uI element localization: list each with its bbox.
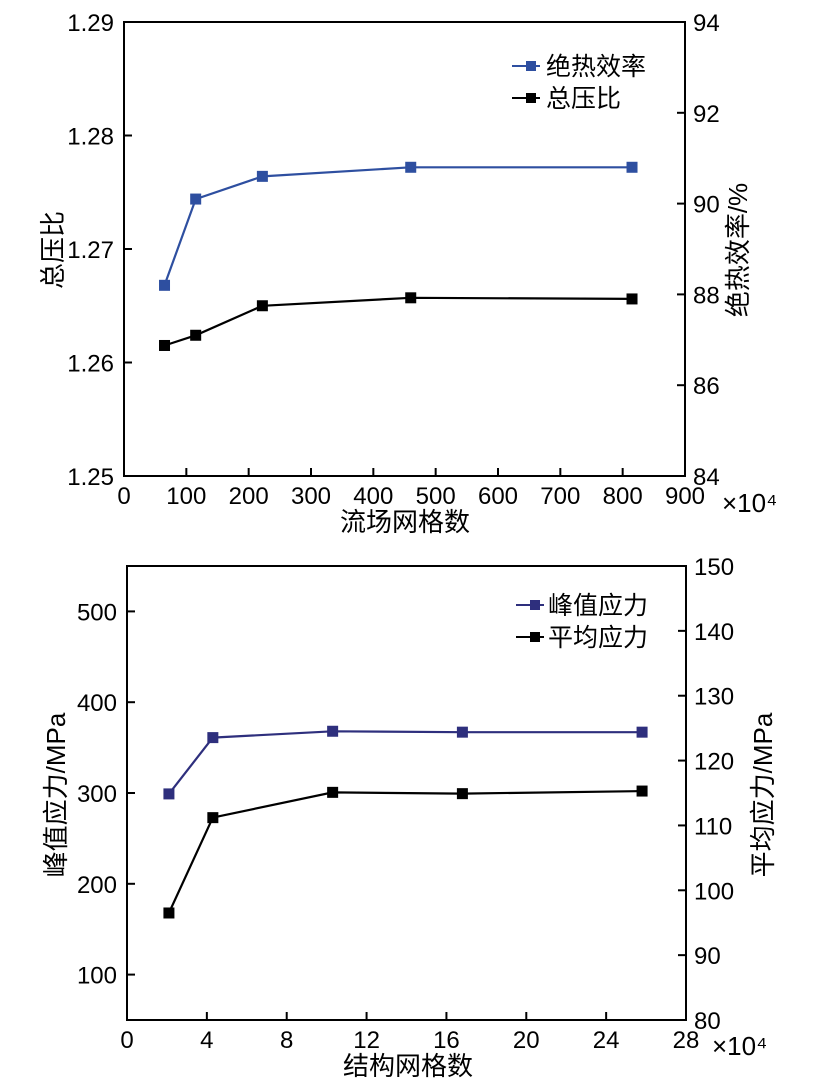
right-y-axis-ticks: 84 86 88 90 92 94 (677, 10, 720, 491)
left-y-tick-label: 200 (77, 872, 117, 899)
left-y-tick-label: 300 (77, 781, 117, 808)
left-y-tick-label: 500 (77, 599, 117, 626)
x-tick-label: 28 (673, 1027, 700, 1054)
x-tick-label: 0 (120, 1027, 133, 1054)
legend-label: 总压比 (546, 85, 621, 113)
x-tick-label: 12 (353, 1027, 380, 1054)
left-y-tick-label: 1.25 (67, 464, 114, 491)
series-lines (167, 730, 643, 914)
left-y-tick-label: 100 (77, 963, 117, 990)
legend-label: 平均应力 (548, 624, 648, 652)
right-y-tick-label: 130 (694, 684, 734, 711)
data-point (636, 785, 648, 797)
chart-flow-grid: 0 100 200 300 400 500 600 700 800 900 1.251.261.2… (38, 10, 777, 537)
x-tick-label: 800 (603, 483, 643, 510)
data-point (163, 907, 175, 919)
x-tick-label: 300 (291, 483, 331, 510)
right-y-tick-label: 120 (694, 749, 734, 776)
right-y-tick-label: 84 (693, 464, 720, 491)
x-axis-label: 流场网格数 (340, 507, 470, 537)
x-axis-ticks: 0 4 8 12 16 20 24 28 (120, 1012, 699, 1054)
right-y-tick-label: 150 (694, 554, 734, 581)
legend-swatch-marker (526, 61, 536, 71)
legend: 峰值应力 平均应力 (516, 592, 648, 652)
right-y-tick-label: 86 (693, 373, 720, 400)
data-point (207, 732, 219, 744)
x-axis-multiplier: ×10⁴ (712, 1031, 767, 1061)
left-y-tick-label: 1.29 (67, 10, 114, 37)
right-y-tick-label: 90 (693, 192, 720, 219)
chart-structure-grid: 0 4 8 12 16 20 24 28 100 200 300 400 500 80 90 100 110… (41, 554, 778, 1081)
data-point (626, 293, 638, 305)
series-line-2 (167, 790, 643, 914)
x-axis-label: 结构网格数 (343, 1051, 473, 1081)
right-y-tick-label: 90 (694, 943, 721, 970)
left-y-axis-ticks: 1.25 1.26 1.27 1.28 1.29 (67, 10, 132, 491)
right-y-tick-label: 88 (693, 282, 720, 309)
right-y-tick-label: 140 (694, 619, 734, 646)
legend-swatch-marker (530, 600, 540, 610)
x-axis-ticks: 0 100 200 300 400 500 600 700 800 900 (117, 468, 705, 510)
data-point (327, 786, 339, 798)
series-line-1 (163, 166, 632, 286)
legend-swatch-marker (530, 632, 540, 642)
right-y-tick-label: 92 (693, 101, 720, 128)
data-point (327, 725, 339, 737)
x-tick-label: 200 (229, 483, 269, 510)
x-tick-label: 100 (166, 483, 206, 510)
right-y-tick-label: 110 (694, 813, 732, 840)
x-tick-label: 400 (353, 483, 393, 510)
x-tick-label: 4 (200, 1027, 213, 1054)
x-axis-multiplier: ×10⁴ (722, 488, 777, 518)
series-line-2 (164, 296, 633, 347)
data-point (405, 292, 417, 304)
x-tick-label: 16 (433, 1027, 460, 1054)
right-y-tick-label: 100 (694, 878, 734, 905)
x-tick-label: 24 (593, 1027, 620, 1054)
legend: 绝热效率 总压比 (512, 53, 646, 113)
left-y-tick-label: 1.27 (67, 237, 114, 264)
right-y-tick-label: 94 (693, 10, 720, 37)
data-point (636, 726, 648, 738)
data-point (405, 161, 417, 173)
x-tick-label: 900 (665, 483, 705, 510)
legend-swatch-marker (526, 93, 536, 103)
series-markers (163, 725, 648, 919)
data-point (190, 193, 202, 205)
left-y-axis-label: 峰值应力/MPa (41, 712, 71, 877)
left-y-tick-label: 400 (77, 690, 117, 717)
data-point (207, 812, 219, 824)
right-y-axis-label: 平均应力/MPa (748, 712, 778, 877)
left-y-axis-label: 总压比 (38, 211, 68, 289)
data-point (456, 788, 468, 800)
right-y-axis-label: 绝热效率/% (723, 183, 753, 317)
data-point (626, 161, 638, 173)
right-y-tick-label: 80 (694, 1008, 721, 1035)
data-point (159, 279, 171, 291)
data-point (159, 339, 171, 351)
data-point (256, 300, 268, 312)
series-markers (159, 161, 638, 351)
x-tick-label: 700 (540, 483, 580, 510)
left-y-axis-ticks: 100 200 300 400 500 (77, 599, 135, 990)
legend-label: 绝热效率 (546, 53, 646, 81)
x-tick-label: 600 (478, 483, 518, 510)
legend-label: 峰值应力 (548, 592, 648, 620)
x-tick-label: 8 (280, 1027, 293, 1054)
right-y-axis-ticks: 80 90 100 110 120 130 140 150 (678, 554, 734, 1035)
x-tick-label: 20 (513, 1027, 540, 1054)
x-tick-label: 0 (117, 483, 130, 510)
data-point (190, 329, 202, 341)
data-point (456, 726, 468, 738)
series-line-1 (168, 730, 643, 795)
data-point (163, 788, 175, 800)
series-lines (163, 166, 633, 347)
left-y-tick-label: 1.28 (67, 124, 114, 151)
x-tick-label: 500 (416, 483, 456, 510)
left-y-tick-label: 1.26 (67, 351, 114, 378)
data-point (256, 170, 268, 182)
